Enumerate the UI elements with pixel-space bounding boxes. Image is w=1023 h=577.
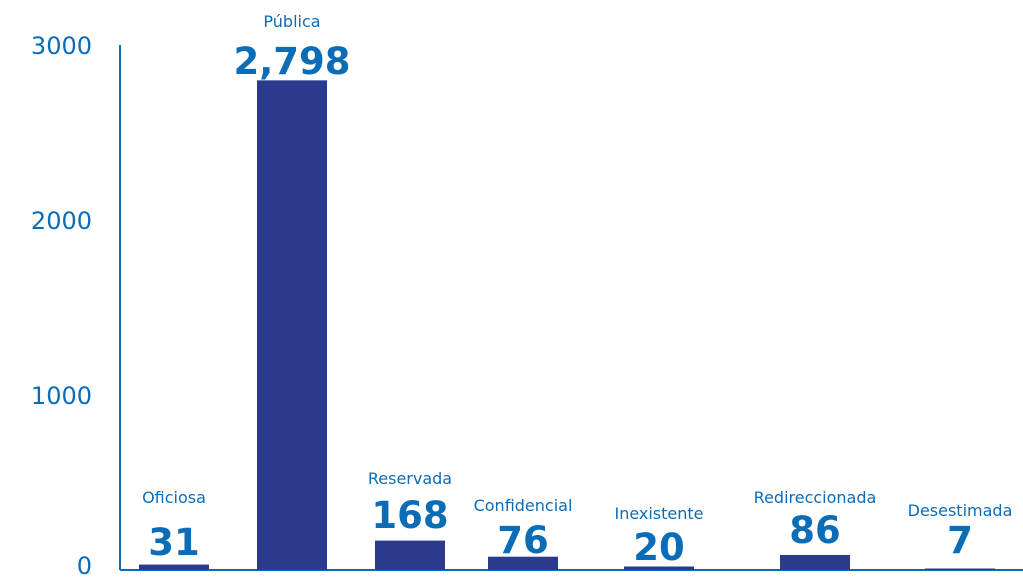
- value-label: 168: [371, 494, 448, 537]
- bars: [139, 80, 995, 570]
- category-label: Redireccionada: [754, 488, 877, 507]
- category-label: Oficiosa: [142, 488, 206, 507]
- bar: [139, 564, 209, 570]
- category-label: Pública: [263, 12, 320, 31]
- value-label: 76: [497, 519, 549, 562]
- category-label: Desestimada: [908, 501, 1013, 520]
- value-label: 7: [947, 519, 973, 562]
- bar: [488, 556, 558, 570]
- value-label: 20: [633, 526, 685, 569]
- category-label: Confidencial: [474, 496, 573, 515]
- y-tick-labels: 0 1000 2000 3000: [31, 32, 92, 577]
- bar: [925, 568, 995, 570]
- bar: [257, 80, 327, 570]
- bar: [624, 566, 694, 570]
- bar-labels: Oficiosa 31 Pública 2,798 Reservada 168 Confid…: [142, 12, 1012, 569]
- value-label: 2,798: [233, 40, 350, 83]
- value-label: 31: [148, 521, 200, 564]
- y-tick-label: 1000: [31, 382, 92, 410]
- category-label: Reservada: [368, 469, 452, 488]
- category-label: Inexistente: [614, 504, 703, 523]
- bar: [780, 554, 850, 570]
- y-tick-label: 2000: [31, 207, 92, 235]
- y-tick-label: 0: [77, 552, 92, 577]
- y-tick-label: 3000: [31, 32, 92, 60]
- bar: [375, 540, 445, 570]
- value-label: 86: [789, 509, 841, 552]
